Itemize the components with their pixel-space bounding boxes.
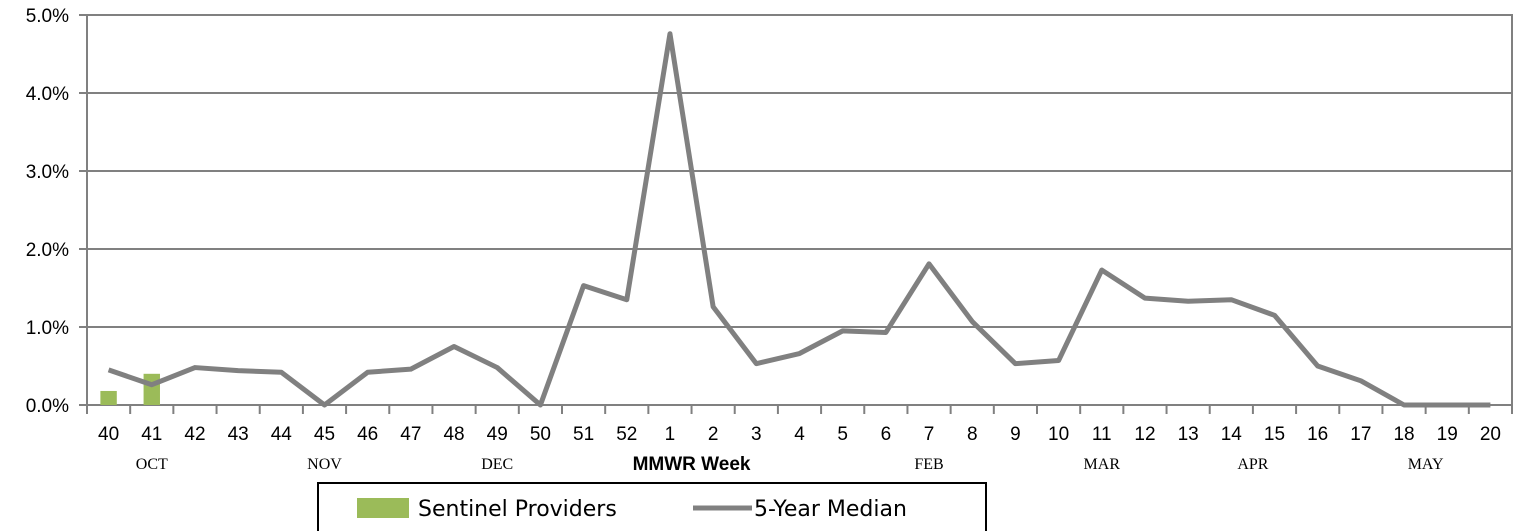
- x-tick-label-49: 49: [487, 424, 508, 445]
- month-label-mar: MAR: [1084, 456, 1121, 473]
- x-tick-label-48: 48: [443, 424, 464, 445]
- legend-box: [317, 482, 987, 531]
- gridlines: [79, 14, 1512, 406]
- five-year-median-polyline: [107, 31, 1491, 408]
- x-tick-label-16: 16: [1307, 424, 1328, 445]
- month-label-may: MAY: [1408, 456, 1444, 473]
- x-tick-label-41: 41: [141, 424, 162, 445]
- x-tick-label-8: 8: [967, 424, 978, 445]
- y-tick-label-5: 5.0%: [26, 6, 69, 27]
- x-tick-label-50: 50: [530, 424, 551, 445]
- legend: Sentinel Providers 5-Year Median: [317, 482, 987, 531]
- y-tick-label-4: 4.0%: [26, 84, 69, 105]
- y-tick-label-3: 3.0%: [26, 162, 69, 183]
- x-tick-label-4: 4: [794, 424, 805, 445]
- x-tick-label-12: 12: [1134, 424, 1155, 445]
- x-tick-label-45: 45: [314, 424, 335, 445]
- x-tick-label-42: 42: [184, 424, 205, 445]
- y-axis-ticks: 0.0% 1.0% 2.0% 3.0% 4.0% 5.0%: [26, 6, 69, 417]
- x-tick-label-52: 52: [616, 424, 637, 445]
- x-tick-label-1: 1: [665, 424, 676, 445]
- x-tick-label-2: 2: [708, 424, 719, 445]
- x-tick-label-7: 7: [924, 424, 935, 445]
- x-tick-label-19: 19: [1437, 424, 1458, 445]
- x-tick-label-18: 18: [1393, 424, 1414, 445]
- x-tick-label-9: 9: [1010, 424, 1021, 445]
- x-tick-label-13: 13: [1178, 424, 1199, 445]
- y-tick-label-0: 0.0%: [26, 396, 69, 417]
- x-tick-label-20: 20: [1480, 424, 1501, 445]
- x-tick-label-11: 11: [1092, 424, 1112, 445]
- x-tick-label-5: 5: [837, 424, 848, 445]
- x-axis-title: MMWR Week: [633, 454, 751, 475]
- x-tick-label-10: 10: [1048, 424, 1069, 445]
- month-labels: OCT NOV DEC FEB MAR APR MAY: [136, 456, 1444, 473]
- x-tick-label-46: 46: [357, 424, 378, 445]
- x-tick-label-43: 43: [228, 424, 249, 445]
- x-tick-label-40: 40: [98, 424, 119, 445]
- x-tick-label-44: 44: [271, 424, 293, 445]
- legend-swatch-sentinel-providers: [357, 498, 409, 518]
- x-axis-ticks: 40 41 42 43 44 45 46 47 48 49 50 51 52 1 2 3 4 5 6 7 8 9 10 11 1…: [86, 405, 1513, 445]
- legend-label-five-year-median: 5-Year Median: [754, 497, 907, 522]
- x-tick-label-47: 47: [400, 424, 421, 445]
- legend-label-sentinel-providers: Sentinel Providers: [418, 497, 617, 522]
- x-tick-label-6: 6: [881, 424, 892, 445]
- month-label-feb: FEB: [914, 456, 943, 473]
- x-tick-label-17: 17: [1350, 424, 1371, 445]
- x-tick-label-3: 3: [751, 424, 762, 445]
- x-tick-label-51: 51: [573, 424, 594, 445]
- month-label-dec: DEC: [481, 456, 513, 473]
- plot-area-frame: [86, 14, 1513, 406]
- bar-sentinel-week-41: [143, 373, 160, 405]
- five-year-median-line: [107, 31, 1491, 408]
- bar-sentinel-week-40: [100, 390, 117, 405]
- y-tick-label-1: 1.0%: [26, 318, 69, 339]
- y-tick-label-2: 2.0%: [26, 240, 69, 261]
- month-label-oct: OCT: [136, 456, 168, 473]
- x-tick-label-15: 15: [1264, 424, 1285, 445]
- month-label-nov: NOV: [307, 456, 342, 473]
- month-label-apr: APR: [1237, 456, 1268, 473]
- x-tick-label-14: 14: [1221, 424, 1243, 445]
